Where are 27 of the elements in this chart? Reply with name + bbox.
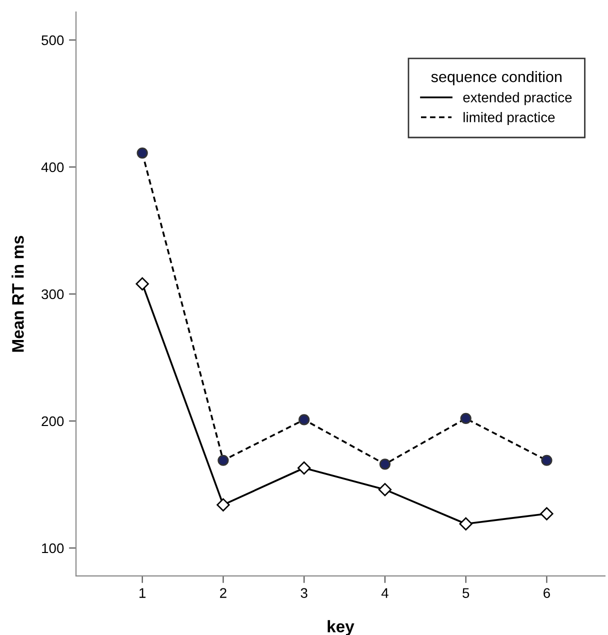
point <box>136 147 148 159</box>
point <box>218 454 229 466</box>
y-tick-label: 300 <box>42 289 64 300</box>
y-axis-title: Mean RT in ms <box>12 236 24 352</box>
x-tick-label: 5 <box>462 588 470 598</box>
point <box>541 454 552 466</box>
x-tick-label: 2 <box>220 588 226 598</box>
legend-label: extended practice <box>463 92 572 106</box>
point <box>540 507 554 520</box>
point <box>136 277 149 290</box>
point <box>297 461 311 475</box>
point <box>378 482 392 496</box>
y-tick-label: 200 <box>42 416 64 426</box>
y-tick-label: 500 <box>42 35 64 46</box>
point <box>460 412 472 424</box>
x-tick-label: 1 <box>140 588 146 598</box>
legend-title: sequence condition <box>431 70 562 86</box>
x-tick-label: 3 <box>300 588 308 598</box>
point <box>216 498 230 512</box>
point <box>298 414 310 426</box>
x-tick-label: 6 <box>544 588 550 598</box>
y-tick-label: 100 <box>42 543 64 554</box>
x-tick-label: 4 <box>381 588 388 598</box>
point <box>379 458 391 470</box>
legend-label: limited practice <box>464 112 555 126</box>
y-tick-label: 400 <box>41 162 64 172</box>
point <box>459 517 472 530</box>
